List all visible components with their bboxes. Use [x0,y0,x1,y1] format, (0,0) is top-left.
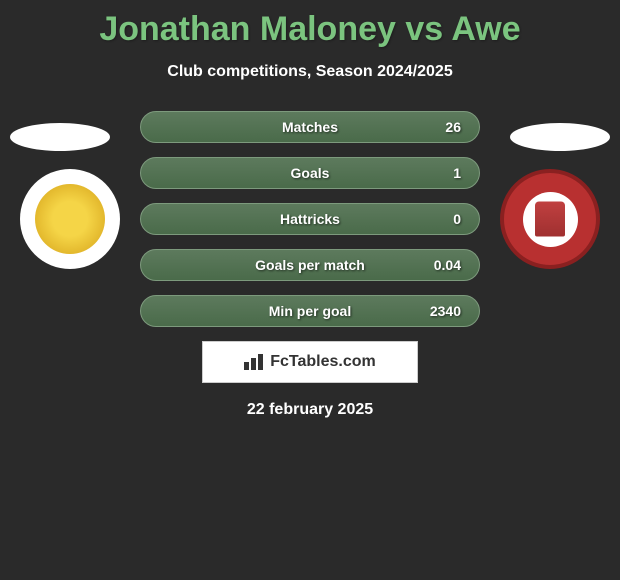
stat-value: 26 [445,119,461,135]
stat-row: Goals 1 [140,157,480,189]
stat-row: Min per goal 2340 [140,295,480,327]
stat-label: Goals [291,165,330,181]
stat-row: Hattricks 0 [140,203,480,235]
branding-logo[interactable]: FcTables.com [202,341,418,383]
right-team-crest-icon [523,192,578,247]
right-team-badge [500,169,600,269]
bar-chart-icon [244,354,264,370]
stat-value: 1 [453,165,461,181]
left-team-badge [20,169,120,269]
left-team-crest-icon [35,184,105,254]
stat-label: Min per goal [269,303,351,319]
page-title: Jonathan Maloney vs Awe [0,0,620,49]
stat-value: 0.04 [434,257,461,273]
stat-label: Matches [282,119,338,135]
stat-row: Goals per match 0.04 [140,249,480,281]
right-player-marker [510,123,610,151]
stat-label: Goals per match [255,257,365,273]
match-date: 22 february 2025 [0,401,620,419]
branding-text: FcTables.com [270,353,376,371]
stat-bars-container: Matches 26 Goals 1 Hattricks 0 Goals per… [140,111,480,327]
stat-value: 0 [453,211,461,227]
page-subtitle: Club competitions, Season 2024/2025 [0,63,620,81]
comparison-area: Matches 26 Goals 1 Hattricks 0 Goals per… [0,111,620,419]
left-player-marker [10,123,110,151]
stat-value: 2340 [430,303,461,319]
stat-row: Matches 26 [140,111,480,143]
stat-label: Hattricks [280,211,340,227]
